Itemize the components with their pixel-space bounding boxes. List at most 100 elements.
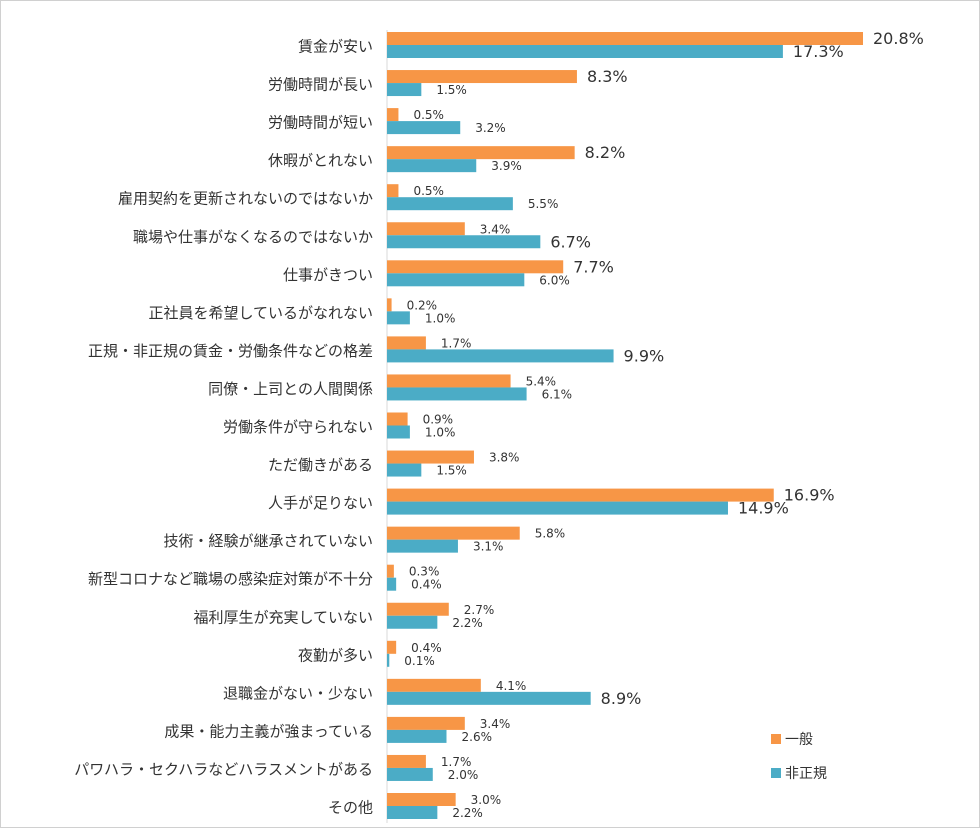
bar-general [387,412,408,426]
bar-nonregular [387,615,438,629]
bar-nonregular [387,349,614,363]
bar-nonregular [387,767,433,781]
data-label: 3.2% [475,121,506,135]
bar-nonregular [387,653,390,667]
bar-nonregular [387,273,525,287]
legend-swatch [771,768,781,778]
category-label: 成果・能力主義が強まっている [164,722,373,740]
data-label: 0.2% [407,298,438,312]
data-label: 20.8% [873,29,924,48]
category-label: パワハラ・セクハラなどハラスメントがある [74,760,373,778]
bar-nonregular [387,577,397,591]
bar-general [387,564,394,578]
bar-nonregular [387,235,541,249]
category-label: 夜勤が多い [298,646,373,664]
category-label: 仕事がきつい [283,266,373,284]
bar-nonregular [387,501,728,515]
bar-general [387,184,399,198]
data-label: 2.2% [452,616,483,630]
bar-nonregular [387,311,410,325]
data-label: 6.1% [542,387,573,401]
bar-general [387,526,520,540]
bar-general [387,32,863,45]
category-label: 新型コロナなど職場の感染症対策が不十分 [88,570,373,588]
bar-nonregular [387,539,458,553]
data-label: 2.6% [462,730,493,744]
data-label: 6.7% [550,232,591,251]
data-label: 16.9% [784,486,835,505]
data-label: 2.0% [448,768,479,782]
category-label: 正社員を希望しているがなれない [148,304,373,322]
category-label: 職場や仕事がなくなるのではないか [133,228,373,246]
bar-general [387,260,564,274]
bar-general [387,640,397,654]
data-label: 3.4% [480,717,511,731]
bar-general [387,793,456,806]
bar-general [387,298,392,312]
bar-general [387,146,575,160]
bar-nonregular [387,806,438,819]
category-label: その他 [328,799,373,817]
data-label: 3.4% [480,222,511,236]
category-label: 雇用契約を更新されないのではないか [118,190,373,208]
bar-general [387,488,774,502]
data-label: 0.9% [423,413,454,427]
category-label: 労働時間が短い [268,114,373,132]
bar-nonregular [387,121,461,135]
data-label: 8.2% [585,143,626,162]
data-label: 1.7% [441,336,472,350]
bar-nonregular [387,387,527,401]
data-label: 8.3% [587,67,628,86]
data-label: 14.9% [738,499,789,518]
bar-general [387,336,426,350]
bar-nonregular [387,45,783,58]
bar-nonregular [387,691,591,705]
data-label: 3.0% [471,793,502,807]
category-label: 労働時間が長い [268,76,373,94]
category-label: 正規・非正規の賃金・労働条件などの格差 [88,342,373,360]
bar-general [387,602,449,616]
data-label: 5.5% [528,197,559,211]
plot-area: 賃金が安い 20.8% 17.3% 労働時間が長い 8.3% 1.5% 労働時間が短い 0.5… [74,29,924,823]
data-label: 17.3% [793,42,844,61]
data-label: 1.5% [436,83,467,97]
bar-nonregular [387,425,410,439]
data-label: 8.9% [601,689,642,708]
bar-general [387,678,481,692]
bar-general [387,70,577,84]
data-label: 5.4% [526,374,557,388]
category-label: 人手が足りない [268,494,373,512]
data-label: 3.9% [491,159,522,173]
category-label: 同僚・上司との人間関係 [208,380,373,398]
data-label: 1.0% [425,426,456,440]
data-label: 3.1% [473,540,504,554]
bar-nonregular [387,159,477,173]
bar-general [387,450,474,464]
data-label: 5.8% [535,527,566,541]
bar-nonregular [387,729,447,743]
category-label: 技術・経験が継承されていない [163,532,373,550]
category-label: 賃金が安い [298,38,373,56]
data-label: 1.5% [436,464,467,478]
data-label: 0.5% [413,184,444,198]
data-label: 2.2% [452,806,483,820]
legend-swatch [771,734,781,744]
legend-label: 一般 [785,732,813,748]
bar-general [387,222,465,236]
data-label: 0.1% [404,654,435,668]
category-label: 退職金がない・少ない [223,684,373,702]
bar-nonregular [387,83,422,97]
data-label: 6.0% [539,273,570,287]
data-label: 0.3% [409,565,440,579]
bar-nonregular [387,197,513,211]
category-label: 労働条件が守られない [223,418,373,436]
data-label: 7.7% [573,257,614,276]
bar-general [387,374,511,388]
data-label: 1.7% [441,755,472,769]
data-label: 1.0% [425,311,456,325]
category-label: 福利厚生が充実していない [193,608,373,626]
legend-label: 非正規 [785,766,827,782]
